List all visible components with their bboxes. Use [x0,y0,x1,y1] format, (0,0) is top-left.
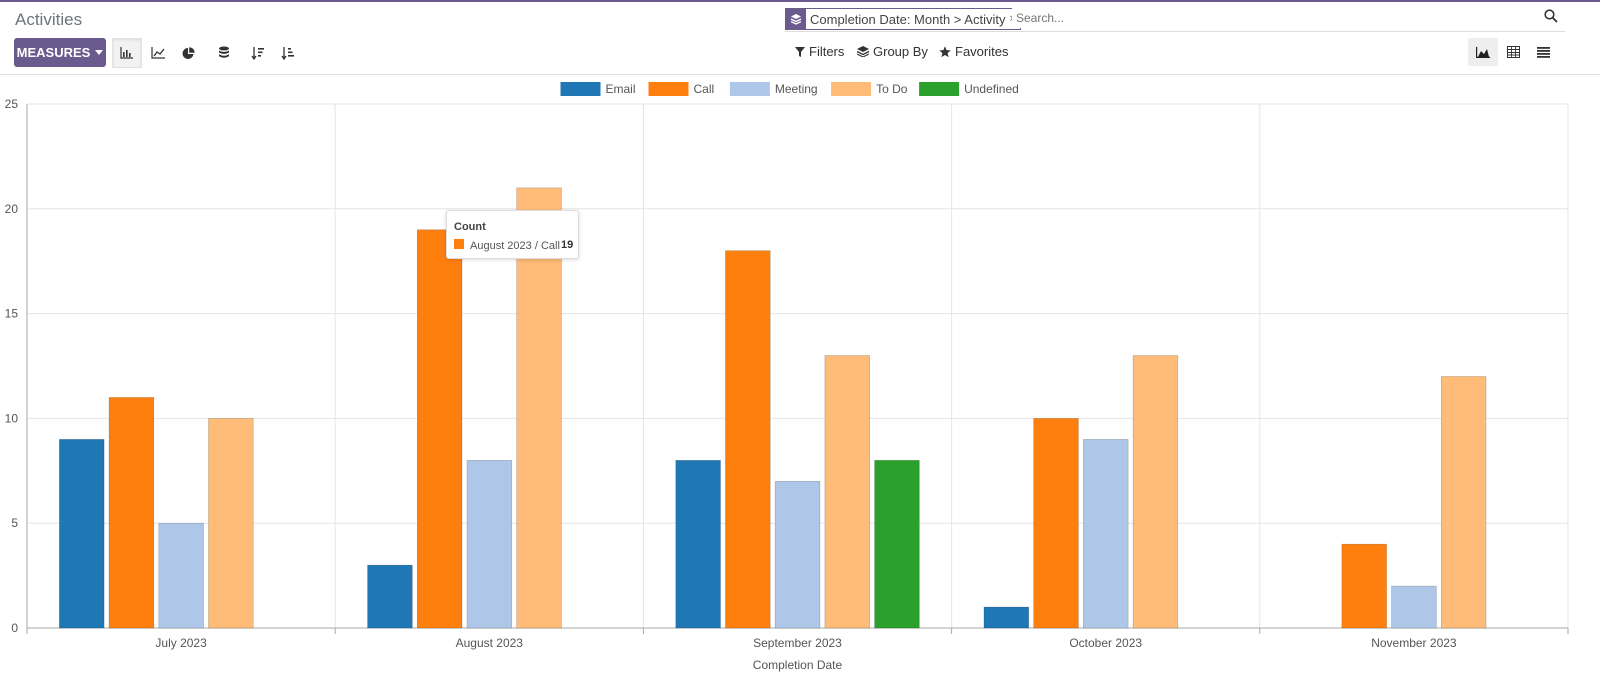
tooltip-value: 19 [561,239,574,251]
pivot-view-button[interactable] [1498,38,1528,66]
sort-descending-button[interactable] [243,38,273,68]
search-facet[interactable]: Completion Date: Month > Activity × [785,8,1021,30]
bar [108,397,155,629]
database-stack-icon [219,46,229,58]
filters-button[interactable]: Filters [795,44,844,59]
sort-ascending-icon [281,47,294,60]
tooltip-label: August 2023 / Call [470,240,560,252]
tooltip-color-swatch [454,239,464,249]
favorites-label: Favorites [955,44,1009,59]
bar [367,564,413,629]
legend-label[interactable]: Meeting [775,82,818,96]
x-axis-label: Completion Date [753,658,843,672]
x-tick-label: July 2023 [155,636,207,650]
legend-label[interactable]: Call [694,82,715,96]
stacked-toggle-button[interactable] [209,38,239,68]
filter-icon [795,46,805,57]
table-grid-icon [1506,46,1520,58]
bar [1083,439,1129,629]
y-tick-label: 15 [5,307,19,321]
x-tick-label: November 2023 [1371,636,1457,650]
bar [774,480,821,629]
bar [59,439,105,629]
graph-view-button[interactable] [1468,38,1498,66]
search-icon[interactable] [1544,9,1558,28]
area-chart-icon [1476,46,1490,58]
bar [1132,355,1179,629]
page-title: Activities [15,10,83,29]
chart-legend[interactable]: Email Call Meeting To Do Undefined [560,82,1019,96]
y-tick-label: 10 [5,411,19,425]
group-by-layers-icon [786,9,806,29]
star-icon [939,45,951,57]
pie-chart-button[interactable] [173,38,203,68]
sort-ascending-button[interactable] [273,38,303,68]
bar [725,250,771,629]
caret-down-icon [95,50,104,55]
bar [516,187,562,629]
bar [675,460,721,629]
bar [1341,543,1387,629]
bar [874,460,920,629]
list-icon [1536,46,1550,58]
bar [1391,585,1437,629]
legend-swatch[interactable] [648,82,689,96]
bar [158,522,204,629]
bar-chart: 0 5 10 15 20 25 July 2023 August 2023 September … [5,82,1569,672]
line-chart-icon [150,47,165,59]
tooltip-title: Count [454,221,486,233]
group-by-button[interactable]: Group By [857,44,928,59]
legend-label[interactable]: Email [606,82,636,96]
bar [824,355,870,629]
x-tick-label: August 2023 [456,636,524,650]
bar [1033,418,1079,629]
search-facet-label: Completion Date: Month > Activity [810,11,1006,27]
y-tick-label: 20 [5,202,19,216]
list-view-button[interactable] [1528,38,1558,66]
bar [1440,376,1487,629]
bar-chart-button[interactable] [112,38,142,68]
bar [208,418,254,629]
legend-swatch[interactable] [831,82,872,96]
group-by-label: Group By [873,44,928,59]
y-tick-label: 25 [5,97,19,111]
control-panel-divider [0,74,1600,75]
filters-label: Filters [809,44,845,59]
layers-icon [857,46,869,57]
legend-swatch[interactable] [560,82,601,96]
y-tick-label: 0 [11,621,18,635]
legend-swatch[interactable] [729,82,770,96]
y-tick-label: 5 [11,516,18,530]
x-tick-label: September 2023 [753,636,842,650]
legend-label[interactable]: Undefined [964,82,1019,96]
measures-label: MEASURES [16,45,91,60]
bar-chart-icon [120,47,133,59]
top-accent-bar [0,0,1600,2]
measures-button[interactable]: MEASURES [14,38,106,67]
legend-swatch[interactable] [919,82,960,96]
legend-label[interactable]: To Do [876,82,908,96]
search-underline [785,31,1565,32]
search-input[interactable] [1012,8,1540,28]
line-chart-button[interactable] [143,38,173,68]
bar [416,229,463,629]
favorites-button[interactable]: Favorites [939,44,1008,59]
bar [466,460,513,629]
x-tick-label: October 2023 [1069,636,1142,650]
pie-chart-icon [182,46,195,59]
bar [983,606,1029,629]
sort-descending-icon [251,47,264,60]
chart-tooltip: Count August 2023 / Call 19 [446,210,579,259]
